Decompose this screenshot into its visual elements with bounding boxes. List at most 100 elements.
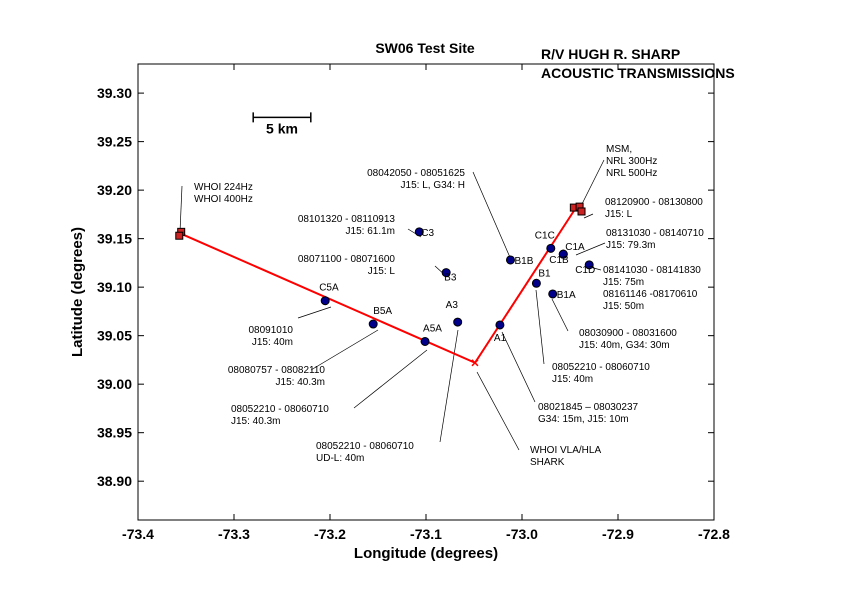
annotation-text: WHOI VLA/HLA (530, 445, 601, 456)
annotation-text: 08091010 (249, 325, 294, 336)
station-marker (505, 255, 515, 265)
chart-title: SW06 Test Site (375, 40, 475, 56)
station-label: B1B (514, 256, 533, 267)
annotation-text: 08021845 – 08030237 (538, 402, 639, 413)
annotation-text: 08042050 - 08051625 (367, 168, 465, 179)
annotation-text: J15: L (605, 209, 633, 220)
x-tick-label: -73.2 (314, 526, 346, 542)
station-label: A5A (423, 323, 442, 334)
station-marker (441, 268, 451, 278)
plot-area: -73.4 -73.3 -73.2 -73.1 -73.0 -72.9 -72.8 38.90… (97, 63, 730, 542)
annotation-text: 08052210 - 08060710 (231, 404, 329, 415)
station-label: C3 (421, 228, 434, 239)
y-tick-label: 39.05 (97, 328, 132, 344)
y-tick-label: 39.15 (97, 231, 132, 247)
annotation-text: J15: 40.3m (231, 416, 280, 427)
station-marker (495, 320, 505, 330)
annotation-text: 08071100 - 08071600 (298, 254, 396, 265)
annotation-text: J15: 40m (252, 337, 293, 348)
station-marker (558, 249, 568, 259)
annotation-text: MSM, (606, 144, 632, 155)
annotation-text: 08131030 - 08140710 (606, 228, 704, 239)
annotation-leader-line (583, 213, 594, 219)
annotation-leader-line (476, 371, 520, 451)
y-tick-label: 39.10 (97, 279, 132, 295)
annotation-text: 08052210 - 08060710 (316, 441, 414, 452)
station-label: B3 (444, 273, 457, 284)
annotation-leader-line (501, 331, 536, 403)
x-tick-label: -72.8 (698, 526, 730, 542)
annotation-leader-line (579, 159, 605, 209)
annotation-text: WHOI 400Hz (194, 194, 253, 205)
station-label: C1C (535, 230, 555, 241)
annotation-text: NRL 300Hz (606, 156, 657, 167)
annotation-text: 08120900 - 08130800 (605, 197, 703, 208)
station-marker (368, 319, 378, 329)
annotation-leader-line (575, 242, 606, 256)
annotation-text: J15: 40.3m (276, 377, 325, 388)
y-tick-label: 39.25 (97, 134, 132, 150)
y-tick-label: 39.00 (97, 376, 132, 392)
annotation-text: G34: 15m, J15: 10m (538, 414, 629, 425)
source-marker (577, 207, 586, 216)
station-label: A1 (494, 333, 507, 344)
annotation-text: J15: L (368, 266, 396, 277)
y-tick-label: 38.95 (97, 425, 132, 441)
station-marker (546, 243, 556, 253)
scale-bar-label: 5 km (266, 120, 298, 136)
station-marker (420, 336, 430, 346)
x-tick-label: -73.1 (410, 526, 442, 542)
annotation-text: 08141030 - 08141830 (603, 265, 701, 276)
station-marker (531, 278, 541, 288)
annotation-leader-line (551, 298, 569, 332)
annotation-text: J15: 40m (552, 374, 593, 385)
station-label: B1 (538, 268, 551, 279)
annotation-text: UD-L: 40m (316, 453, 364, 464)
station-marker (453, 317, 463, 327)
annotation-text: J15: 61.1m (346, 226, 395, 237)
annotation-text: 08052210 - 08060710 (552, 362, 650, 373)
annotation-text: J15: 79.3m (606, 240, 655, 251)
y-tick-label: 38.90 (97, 473, 132, 489)
annotation-text: J15: 40m, G34: 30m (579, 340, 670, 351)
annotation-text: 08161146 -08170610 (603, 289, 698, 300)
x-tick-label: -73.3 (218, 526, 250, 542)
station-label: C1B (549, 255, 569, 266)
station-label: B1A (557, 290, 576, 301)
y-tick-label: 39.20 (97, 182, 132, 198)
annotation-leader-line (439, 329, 459, 443)
y-tick-label: 39.30 (97, 85, 132, 101)
chart-subtitle-line-1: R/V HUGH R. SHARP (541, 46, 680, 62)
station-marker (584, 260, 594, 270)
station-label: B5A (373, 306, 392, 317)
annotation-leader-line (353, 349, 428, 409)
annotation-text: SHARK (530, 457, 565, 468)
annotation-text: WHOI 224Hz (194, 182, 253, 193)
annotation-leader-line (297, 306, 332, 319)
station-marker (548, 289, 558, 299)
annotation-leader-line (179, 185, 183, 233)
station-label: C1A (565, 242, 585, 253)
annotation-text: 08101320 - 08110913 (298, 214, 396, 225)
annotation-text: 08080757 - 08082110 (228, 365, 326, 376)
station-marker (414, 227, 424, 237)
annotation-text: NRL 500Hz (606, 168, 657, 179)
track-turn-marker (471, 359, 479, 367)
x-axis-title: Longitude (degrees) (354, 545, 498, 562)
x-tick-label: -73.0 (506, 526, 538, 542)
annotation-leader-line (535, 289, 545, 365)
station-label: A3 (446, 300, 459, 311)
annotation-leader-line (310, 329, 379, 371)
annotation-text: J15: 50m (603, 301, 644, 312)
station-marker (320, 296, 330, 306)
station-label: C1D (575, 265, 595, 276)
station-label: C5A (319, 283, 339, 294)
x-tick-label: -72.9 (602, 526, 634, 542)
chart-subtitle-line-2: ACOUSTIC TRANSMISSIONS (541, 65, 735, 81)
x-tick-label: -73.4 (122, 526, 154, 542)
annotation-text: J15: L, G34: H (401, 180, 465, 191)
annotation-text: 08030900 - 08031600 (579, 328, 677, 339)
y-axis-title: Latitude (degrees) (69, 227, 86, 357)
annotation-text: J15: 75m (603, 277, 644, 288)
